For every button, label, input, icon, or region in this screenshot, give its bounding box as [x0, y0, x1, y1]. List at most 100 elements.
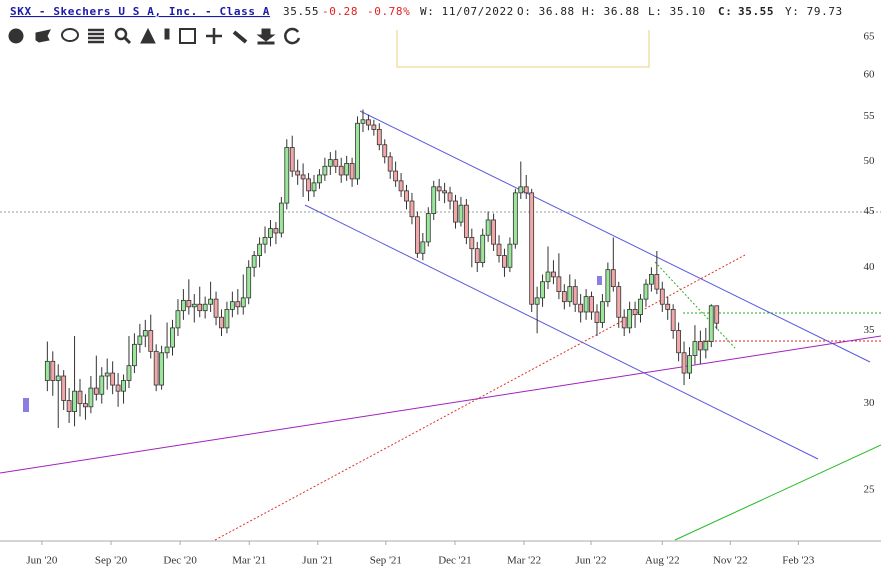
candle-body [164, 346, 170, 354]
marker [597, 276, 602, 285]
move-button[interactable] [206, 28, 222, 44]
y-tick-label: 60 [864, 69, 876, 81]
candle-body [153, 350, 159, 386]
candle-body [311, 182, 317, 192]
x-tick-label: Nov '22 [713, 555, 748, 567]
candle-body [93, 387, 99, 395]
download-button[interactable] [256, 28, 276, 45]
candle-body [88, 387, 94, 408]
candle-body [235, 301, 241, 308]
y-tick-label: 40 [864, 261, 876, 273]
candle-body [551, 271, 556, 278]
x-tick-label: Mar '22 [507, 555, 541, 567]
y-tick-label: 35 [864, 324, 876, 336]
candle-body [670, 308, 676, 331]
refresh-button[interactable] [284, 27, 301, 45]
last-price: 35.55 [283, 5, 319, 18]
candle-body [366, 119, 371, 126]
candle-body [485, 219, 491, 236]
calendar-button[interactable] [179, 28, 196, 44]
candle-body [610, 269, 616, 288]
candle-body [507, 243, 513, 268]
candle-body [414, 216, 420, 254]
candle-body [344, 163, 350, 176]
candle-body [654, 274, 660, 290]
candle-body [382, 144, 388, 158]
candle-body [687, 355, 692, 374]
candle-body [469, 237, 475, 250]
candle-body [583, 296, 589, 313]
candle-body [72, 390, 77, 413]
candle-body [665, 303, 671, 310]
candle-body [621, 316, 627, 329]
candle-body [322, 165, 328, 176]
search-button[interactable] [114, 27, 132, 45]
candle-body [99, 375, 105, 395]
list-button[interactable] [88, 28, 104, 44]
candle-body [627, 308, 633, 329]
open: O: 36.88 [517, 5, 575, 18]
candle-body [512, 192, 518, 245]
candle-body [142, 330, 148, 337]
alert-button[interactable] [164, 28, 170, 40]
candle-body [66, 400, 72, 413]
candle-body [110, 372, 116, 386]
candle-body [714, 305, 720, 324]
low: L: 35.10 [648, 5, 706, 18]
candle-body [77, 390, 83, 405]
candle-body [224, 308, 230, 329]
candle-body [327, 159, 333, 167]
candle-body [50, 360, 56, 381]
candle-body [556, 276, 562, 292]
x-tick-label: Feb '23 [782, 555, 815, 567]
x-tick-label: Mar '21 [232, 555, 266, 567]
candle-body [159, 352, 165, 386]
candle-body [659, 288, 665, 305]
candle-body [692, 341, 698, 357]
candle-body [458, 204, 464, 223]
candle-body [529, 192, 535, 305]
trend-line [304, 204, 819, 460]
candle-body [578, 303, 584, 313]
week: W: 11/07/2022 [420, 5, 514, 18]
x-tick-label: Sep '21 [370, 555, 402, 567]
close: 35.55 [738, 5, 774, 18]
y-value: Y: 79.73 [785, 5, 843, 18]
candle-body [121, 380, 126, 392]
link-button[interactable] [232, 30, 248, 44]
candle-body [202, 303, 208, 312]
candle-body [398, 180, 404, 192]
candle-body [632, 308, 638, 315]
candle-body [132, 343, 137, 367]
trend-line [214, 254, 746, 541]
candle-body [404, 190, 409, 202]
candle-body [284, 147, 290, 204]
y-tick-label: 55 [864, 110, 876, 122]
candle-body [496, 243, 502, 256]
close-label: C: [718, 5, 732, 18]
symbol-link[interactable]: SKX - Skechers U S A, Inc. - Class A [10, 5, 270, 18]
comment-button[interactable] [61, 28, 79, 42]
x-tick-label: Jun '22 [575, 555, 606, 567]
trend-line [674, 444, 881, 541]
candle-body [463, 204, 469, 238]
candle-body [643, 283, 649, 300]
warning-button[interactable] [140, 27, 156, 44]
candle-body [697, 341, 703, 351]
candle-body [561, 291, 567, 303]
candle-body [420, 241, 426, 254]
candle-body [594, 311, 600, 323]
candle-body [387, 156, 393, 172]
candle-body [447, 192, 453, 202]
candle-body [371, 124, 377, 130]
trend-line [654, 261, 736, 349]
twitter-button[interactable] [35, 29, 51, 43]
palette-button[interactable] [8, 28, 24, 44]
candle-body [545, 271, 551, 283]
x-tick-label: Dec '20 [163, 555, 197, 567]
candle-body [355, 122, 360, 180]
candle-body [268, 228, 273, 238]
candle-body [708, 305, 714, 342]
x-tick-label: Aug '22 [645, 555, 680, 567]
